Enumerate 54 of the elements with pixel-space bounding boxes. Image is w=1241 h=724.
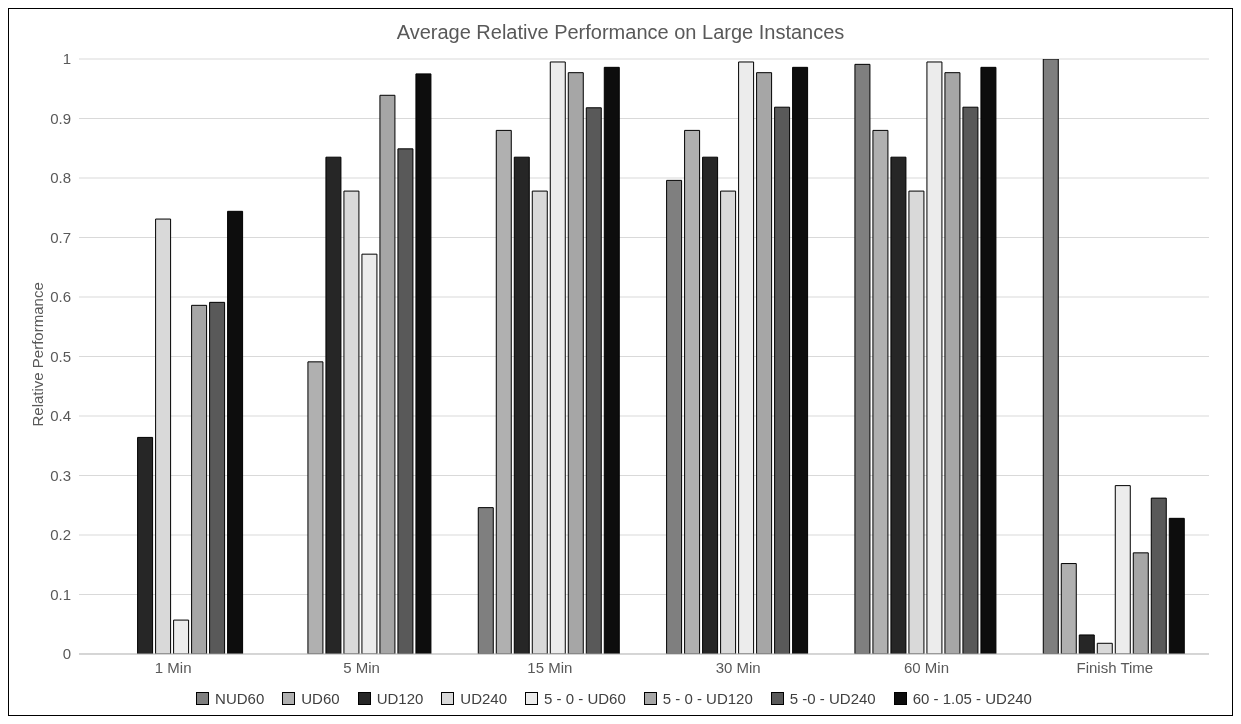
y-tick-label: 0.5: [50, 347, 71, 365]
bar: [1078, 634, 1095, 654]
x-tick-label: 30 Min: [715, 658, 761, 676]
x-tick-label: 60 Min: [903, 658, 950, 676]
bar: [702, 156, 719, 654]
y-tick-label: 0.4: [50, 407, 71, 425]
bar: [1114, 485, 1131, 654]
chart-title: Average Relative Performance on Large Instances: [395, 20, 846, 45]
bar: [495, 129, 512, 654]
bar: [666, 179, 683, 654]
bar: [738, 61, 755, 654]
bar: [567, 72, 584, 654]
bar: [137, 436, 154, 654]
y-tick-label: 0.7: [50, 228, 71, 246]
bar: [477, 507, 494, 654]
bar: [1096, 642, 1113, 654]
bar: [227, 210, 244, 654]
legend-label: UD240: [460, 690, 508, 707]
bar: [684, 129, 701, 654]
y-tick-label: 0.8: [50, 169, 71, 187]
legend-label: UD120: [376, 690, 424, 707]
legend-label: NUD60: [215, 690, 265, 707]
bar: [603, 66, 620, 654]
y-tick-label: 0: [62, 645, 71, 663]
bar: [191, 304, 208, 654]
bar: [585, 107, 602, 654]
bar: [1150, 497, 1167, 654]
y-tick-label: 0.6: [50, 288, 71, 306]
y-tick-label: 0.2: [50, 526, 71, 544]
bar: [1042, 59, 1059, 654]
x-tick-label: 5 Min: [343, 658, 380, 676]
x-tick-label: 1 Min: [154, 658, 192, 676]
legend-label: 60 - 1.05 - UD240: [912, 690, 1032, 707]
y-tick-label: 0.1: [50, 585, 71, 603]
y-tick-label: 0.9: [50, 109, 71, 127]
bar: [792, 66, 809, 654]
legend-label: 5 - 0 - UD60: [544, 690, 626, 707]
bar: [549, 61, 566, 654]
legend-label: UD60: [301, 690, 340, 707]
bar: [1168, 517, 1185, 654]
y-axis-title: Relative Performance: [29, 282, 47, 427]
bar: [209, 301, 226, 654]
y-tick-label: 1: [62, 50, 71, 68]
legend-label: 5 - 0 - UD120: [662, 690, 753, 707]
y-tick-label: 0.3: [50, 466, 71, 484]
bar: [1060, 563, 1077, 654]
bar: [756, 72, 773, 654]
bar: [513, 156, 530, 654]
bar: [1132, 552, 1149, 654]
bar: [774, 106, 791, 654]
bar: [173, 619, 190, 654]
x-tick-label: 15 Min: [527, 658, 573, 676]
x-tick-label: Finish Time: [1076, 658, 1154, 676]
legend-label: 5 -0 - UD240: [789, 690, 876, 707]
